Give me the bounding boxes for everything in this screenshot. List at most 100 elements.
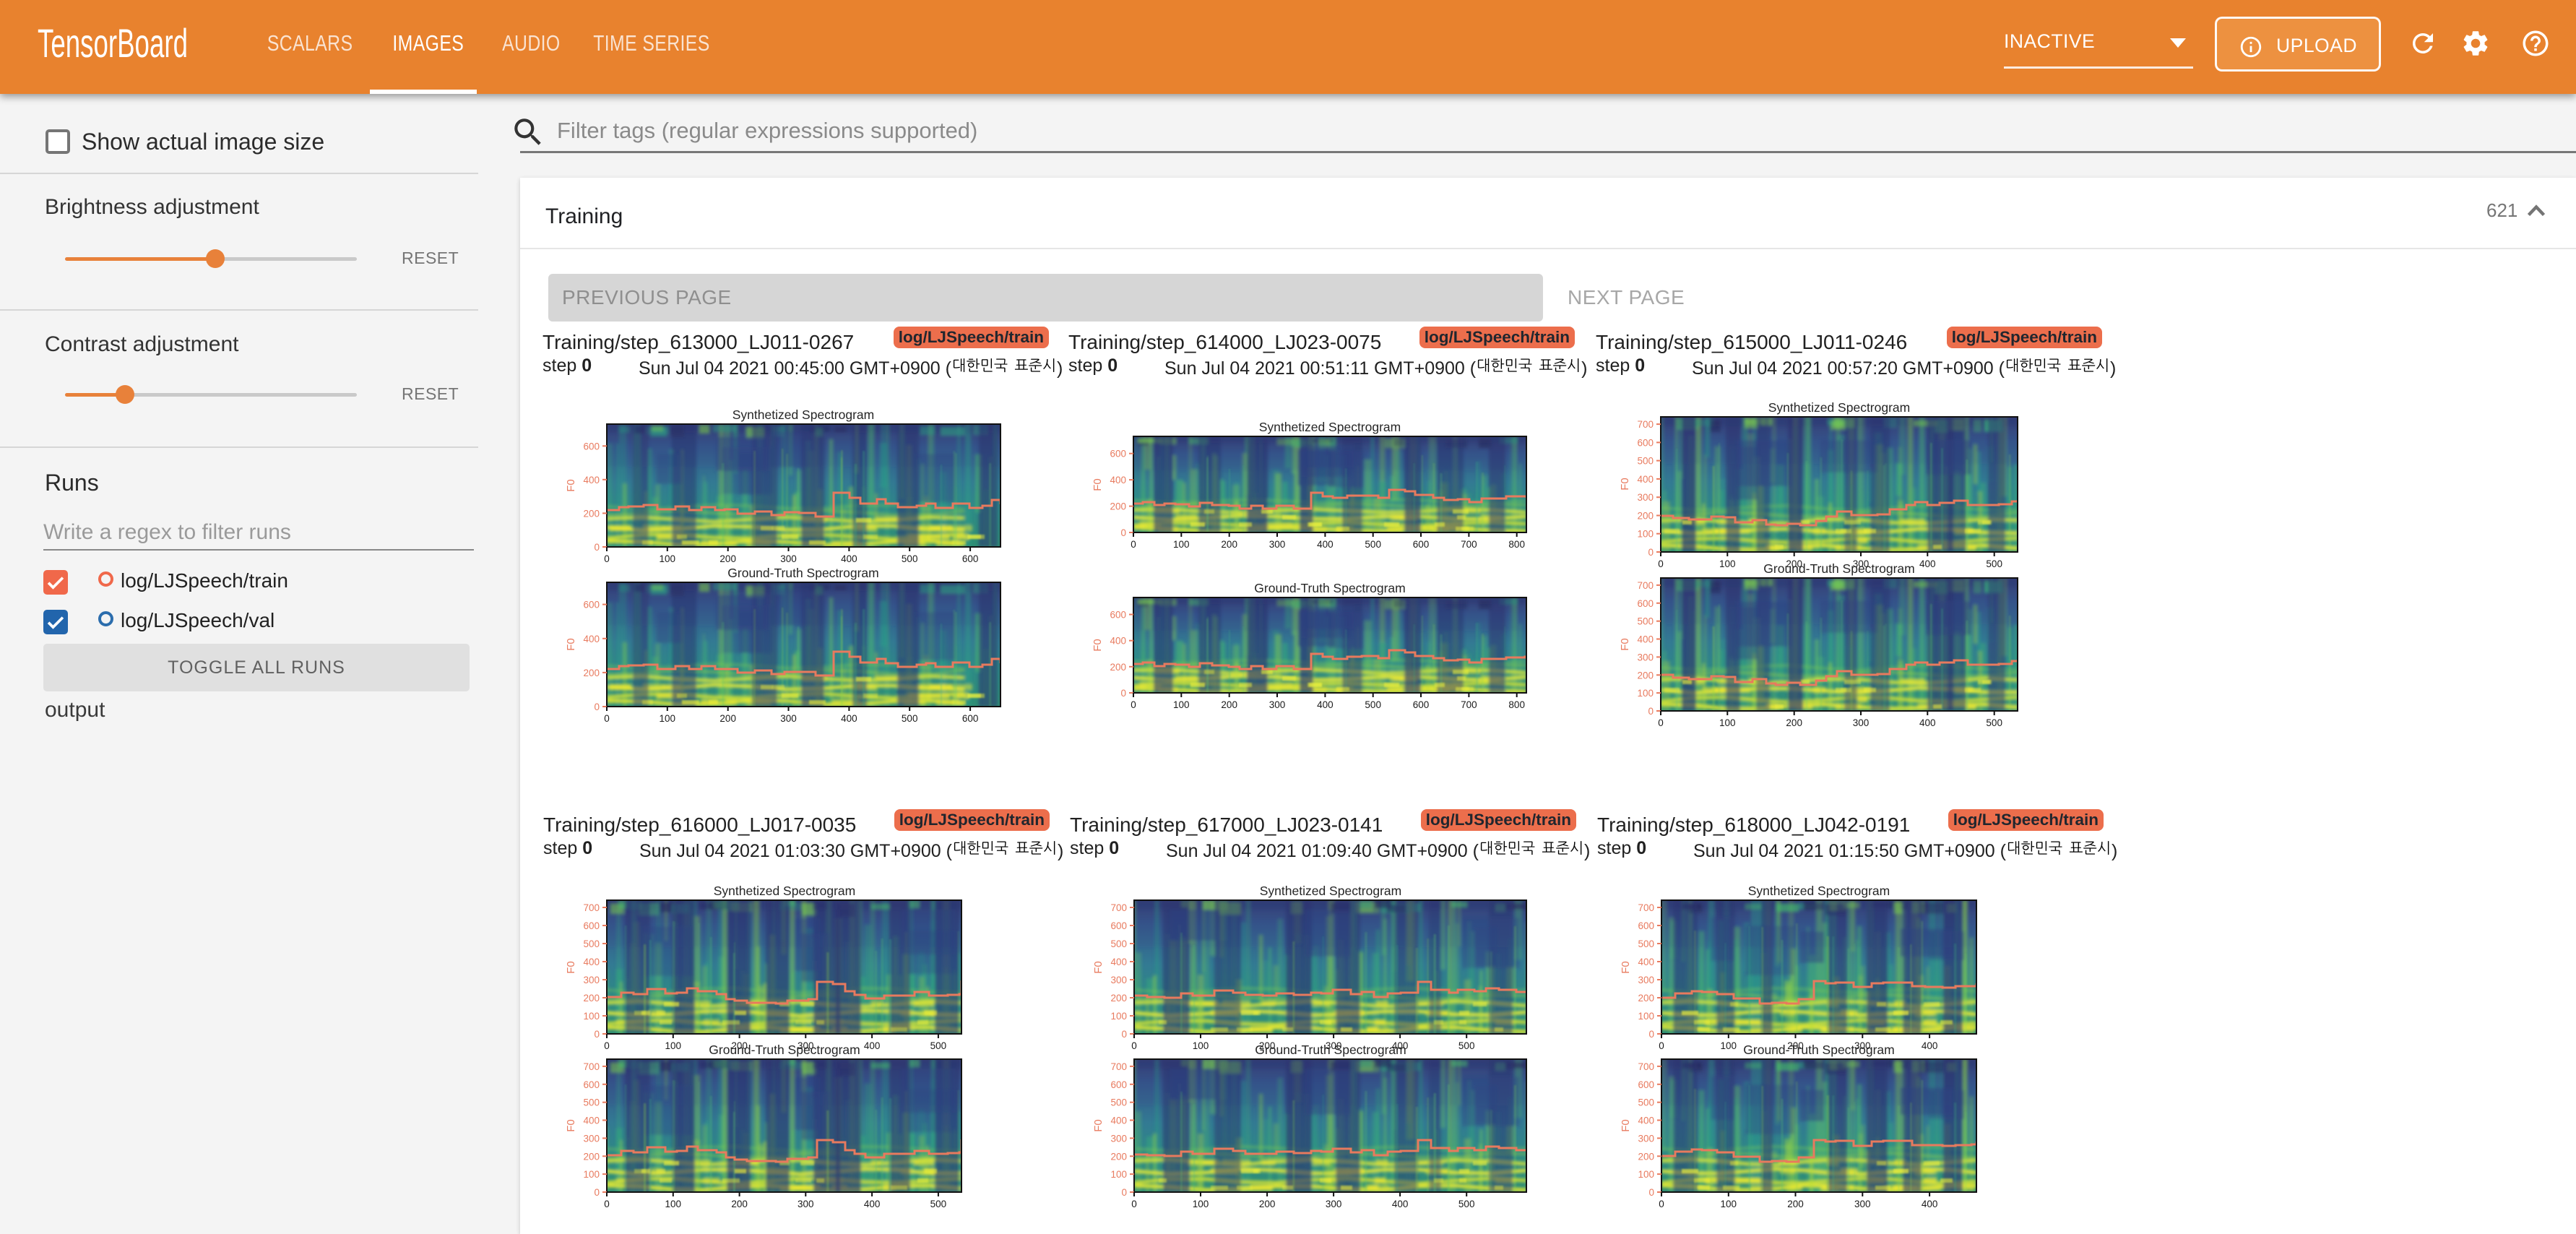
- svg-text:100: 100: [1173, 699, 1190, 710]
- svg-text:400: 400: [583, 1116, 600, 1126]
- svg-text:100: 100: [1638, 1169, 1654, 1180]
- svg-text:0: 0: [594, 1187, 600, 1198]
- svg-text:400: 400: [841, 553, 857, 564]
- svg-text:500: 500: [902, 713, 918, 724]
- svg-text:400: 400: [1919, 717, 1936, 728]
- svg-text:0: 0: [1658, 717, 1664, 728]
- svg-text:0: 0: [1648, 1187, 1654, 1198]
- svg-text:F0: F0: [1619, 638, 1631, 651]
- svg-text:200: 200: [719, 713, 736, 724]
- svg-text:400: 400: [1637, 474, 1654, 485]
- svg-text:500: 500: [1110, 939, 1127, 949]
- svg-text:600: 600: [1638, 920, 1654, 931]
- svg-text:400: 400: [1317, 699, 1334, 710]
- svg-text:100: 100: [1193, 1040, 1209, 1051]
- svg-text:0: 0: [1121, 1187, 1127, 1198]
- svg-text:300: 300: [780, 553, 797, 564]
- svg-text:200: 200: [1637, 511, 1654, 522]
- svg-text:600: 600: [583, 441, 600, 452]
- svg-text:600: 600: [1110, 449, 1126, 459]
- svg-text:0: 0: [1121, 1029, 1127, 1040]
- svg-text:300: 300: [1638, 1133, 1654, 1144]
- svg-text:600: 600: [1413, 699, 1430, 710]
- svg-text:500: 500: [902, 553, 918, 564]
- svg-text:100: 100: [665, 1199, 682, 1209]
- svg-text:400: 400: [864, 1040, 881, 1051]
- svg-text:400: 400: [583, 634, 600, 644]
- svg-text:200: 200: [731, 1040, 748, 1051]
- svg-text:300: 300: [1637, 492, 1654, 503]
- svg-text:600: 600: [1110, 610, 1126, 621]
- svg-text:300: 300: [1110, 1133, 1127, 1144]
- svg-text:300: 300: [583, 1133, 600, 1144]
- svg-text:0: 0: [594, 1029, 600, 1040]
- svg-text:0: 0: [1120, 527, 1126, 538]
- svg-text:0: 0: [594, 542, 600, 553]
- svg-text:500: 500: [1365, 539, 1381, 550]
- svg-text:F0: F0: [1620, 961, 1632, 974]
- svg-text:0: 0: [604, 1199, 610, 1209]
- svg-text:200: 200: [1259, 1040, 1276, 1051]
- svg-text:400: 400: [1922, 1199, 1938, 1209]
- svg-text:Synthetized Spectrogram: Synthetized Spectrogram: [714, 884, 856, 898]
- svg-text:200: 200: [1110, 1151, 1127, 1162]
- svg-text:300: 300: [1853, 558, 1870, 569]
- svg-text:100: 100: [1719, 558, 1736, 569]
- svg-text:700: 700: [1638, 902, 1654, 913]
- svg-text:500: 500: [1458, 1040, 1475, 1051]
- svg-text:200: 200: [583, 993, 600, 1004]
- svg-text:400: 400: [1919, 558, 1936, 569]
- svg-text:200: 200: [1638, 1151, 1654, 1162]
- svg-text:500: 500: [1638, 939, 1654, 949]
- svg-text:100: 100: [583, 1169, 600, 1180]
- svg-text:700: 700: [1110, 902, 1127, 913]
- svg-text:200: 200: [731, 1199, 748, 1209]
- svg-text:200: 200: [583, 668, 600, 678]
- svg-text:F0: F0: [1092, 961, 1105, 974]
- svg-text:600: 600: [1110, 1079, 1127, 1090]
- svg-text:700: 700: [1461, 539, 1477, 550]
- svg-text:500: 500: [1458, 1199, 1475, 1209]
- svg-text:0: 0: [1120, 688, 1126, 699]
- svg-text:0: 0: [604, 713, 610, 724]
- svg-text:200: 200: [1786, 717, 1802, 728]
- svg-text:200: 200: [1787, 1199, 1804, 1209]
- svg-text:300: 300: [798, 1199, 814, 1209]
- svg-text:400: 400: [1637, 634, 1654, 645]
- svg-text:300: 300: [1326, 1040, 1342, 1051]
- svg-text:100: 100: [1637, 529, 1654, 540]
- svg-text:0: 0: [604, 553, 610, 564]
- svg-text:500: 500: [1365, 699, 1381, 710]
- svg-text:300: 300: [1638, 975, 1654, 985]
- svg-text:100: 100: [1110, 1011, 1127, 1022]
- svg-text:Synthetized Spectrogram: Synthetized Spectrogram: [1748, 884, 1890, 898]
- svg-text:600: 600: [1110, 920, 1127, 931]
- svg-text:400: 400: [583, 475, 600, 486]
- svg-text:0: 0: [1648, 547, 1654, 558]
- svg-text:100: 100: [665, 1040, 682, 1051]
- svg-text:100: 100: [1110, 1169, 1127, 1180]
- svg-text:100: 100: [1173, 539, 1190, 550]
- svg-text:200: 200: [719, 553, 736, 564]
- svg-text:100: 100: [660, 553, 676, 564]
- svg-text:100: 100: [1193, 1199, 1209, 1209]
- svg-text:300: 300: [1853, 717, 1870, 728]
- svg-text:600: 600: [1637, 437, 1654, 448]
- svg-text:F0: F0: [565, 638, 577, 651]
- svg-text:200: 200: [1110, 501, 1126, 512]
- svg-text:500: 500: [930, 1199, 947, 1209]
- svg-text:500: 500: [583, 1097, 600, 1108]
- svg-text:500: 500: [1637, 456, 1654, 467]
- svg-text:500: 500: [930, 1040, 947, 1051]
- svg-text:300: 300: [798, 1040, 814, 1051]
- svg-text:300: 300: [1326, 1199, 1342, 1209]
- svg-text:700: 700: [1638, 1061, 1654, 1072]
- svg-text:700: 700: [1637, 419, 1654, 430]
- svg-text:Ground-Truth Spectrogram: Ground-Truth Spectrogram: [1254, 581, 1405, 595]
- svg-text:300: 300: [1269, 699, 1286, 710]
- svg-text:200: 200: [1259, 1199, 1276, 1209]
- svg-text:200: 200: [583, 1151, 600, 1162]
- svg-text:600: 600: [583, 1079, 600, 1090]
- svg-text:F0: F0: [565, 479, 577, 492]
- svg-text:600: 600: [962, 553, 979, 564]
